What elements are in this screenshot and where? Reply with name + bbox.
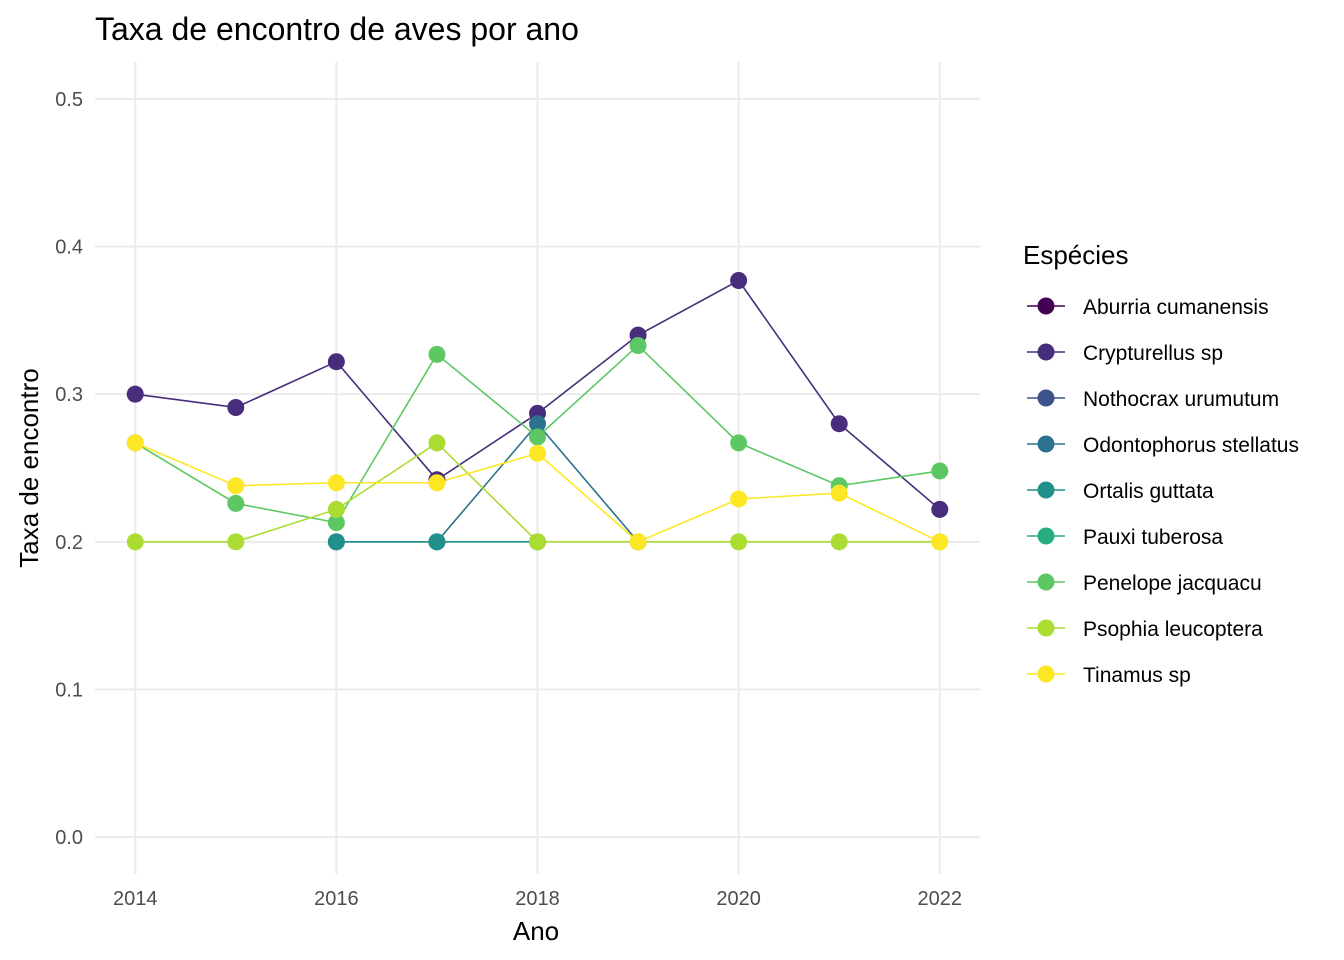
x-tick-label: 2016 (314, 888, 359, 910)
data-point (327, 514, 345, 532)
x-tick-label: 2018 (515, 888, 560, 910)
data-point (629, 533, 647, 551)
legend-label: Crypturellus sp (1083, 342, 1223, 365)
data-point (830, 533, 848, 551)
x-tick-label: 2020 (716, 888, 761, 910)
legend-item: Nothocrax urumutum (1027, 388, 1279, 411)
data-point (126, 434, 144, 452)
y-axis-ticks: 0.0 0.1 0.2 0.3 0.4 0.5 (55, 89, 83, 849)
legend-key-point (1037, 435, 1055, 453)
data-point (730, 533, 748, 551)
legend-label: Pauxi tuberosa (1083, 526, 1223, 549)
data-point (126, 385, 144, 403)
x-axis-ticks: 2014 2016 2018 2020 2022 (113, 888, 962, 910)
chart-title: Taxa de encontro de aves por ano (95, 11, 579, 47)
legend-label: Penelope jacquacu (1083, 572, 1262, 595)
legend-item: Crypturellus sp (1027, 342, 1223, 365)
data-point (227, 398, 245, 416)
legend-label: Odontophorus stellatus (1083, 434, 1299, 457)
legend-title: Espécies (1023, 240, 1129, 270)
data-point (126, 533, 144, 551)
data-point (730, 490, 748, 508)
x-tick-label: 2022 (918, 888, 963, 910)
data-point (227, 494, 245, 512)
legend-key-point (1037, 297, 1055, 315)
data-point (931, 462, 949, 480)
legend-item: Penelope jacquacu (1027, 572, 1262, 595)
data-point (327, 353, 345, 371)
legend-key-point (1037, 665, 1055, 683)
y-tick-label: 0.5 (55, 89, 83, 111)
legend-label: Tinamus sp (1083, 664, 1191, 687)
legend-key-point (1037, 573, 1055, 591)
legend-key-point (1037, 343, 1055, 361)
data-point (428, 533, 446, 551)
y-tick-label: 0.3 (55, 384, 83, 406)
legend-key-point (1037, 527, 1055, 545)
data-point (730, 434, 748, 452)
y-tick-label: 0.1 (55, 679, 83, 701)
legend-label: Ortalis guttata (1083, 480, 1214, 503)
data-point (428, 434, 446, 452)
data-point (529, 533, 546, 551)
data-point (830, 484, 848, 502)
legend-label: Nothocrax urumutum (1083, 388, 1279, 411)
legend-item: Ortalis guttata (1027, 480, 1214, 503)
legend-key-point (1037, 619, 1055, 637)
legend-item: Psophia leucoptera (1027, 618, 1263, 641)
data-point (428, 474, 446, 492)
grid-lines (95, 62, 980, 874)
y-tick-label: 0.0 (55, 827, 83, 849)
data-point (931, 533, 949, 551)
data-point (327, 500, 345, 518)
data-point (227, 533, 245, 551)
data-point (730, 272, 748, 290)
data-point (629, 336, 647, 354)
x-axis-title: Ano (513, 916, 559, 946)
data-point (529, 444, 546, 462)
data-point (327, 474, 345, 492)
legend: Espécies Aburria cumanensis Crypturellus … (1023, 240, 1299, 687)
data-point (327, 533, 345, 551)
data-point (529, 415, 546, 433)
series-layer (126, 272, 949, 551)
legend-item: Pauxi tuberosa (1027, 526, 1223, 549)
legend-label: Psophia leucoptera (1083, 618, 1263, 641)
legend-key-point (1037, 389, 1055, 407)
legend-item: Tinamus sp (1027, 664, 1191, 687)
legend-key-point (1037, 481, 1055, 499)
data-point (931, 500, 949, 518)
y-tick-label: 0.2 (55, 532, 83, 554)
data-point (428, 345, 446, 363)
legend-label: Aburria cumanensis (1083, 296, 1269, 319)
legend-item: Odontophorus stellatus (1027, 434, 1299, 457)
legend-item: Aburria cumanensis (1027, 296, 1269, 319)
data-point (830, 415, 848, 433)
y-axis-title: Taxa de encontro (14, 368, 44, 567)
data-point (529, 428, 546, 446)
y-tick-label: 0.4 (55, 237, 83, 259)
data-point (227, 477, 245, 495)
x-tick-label: 2014 (113, 888, 158, 910)
